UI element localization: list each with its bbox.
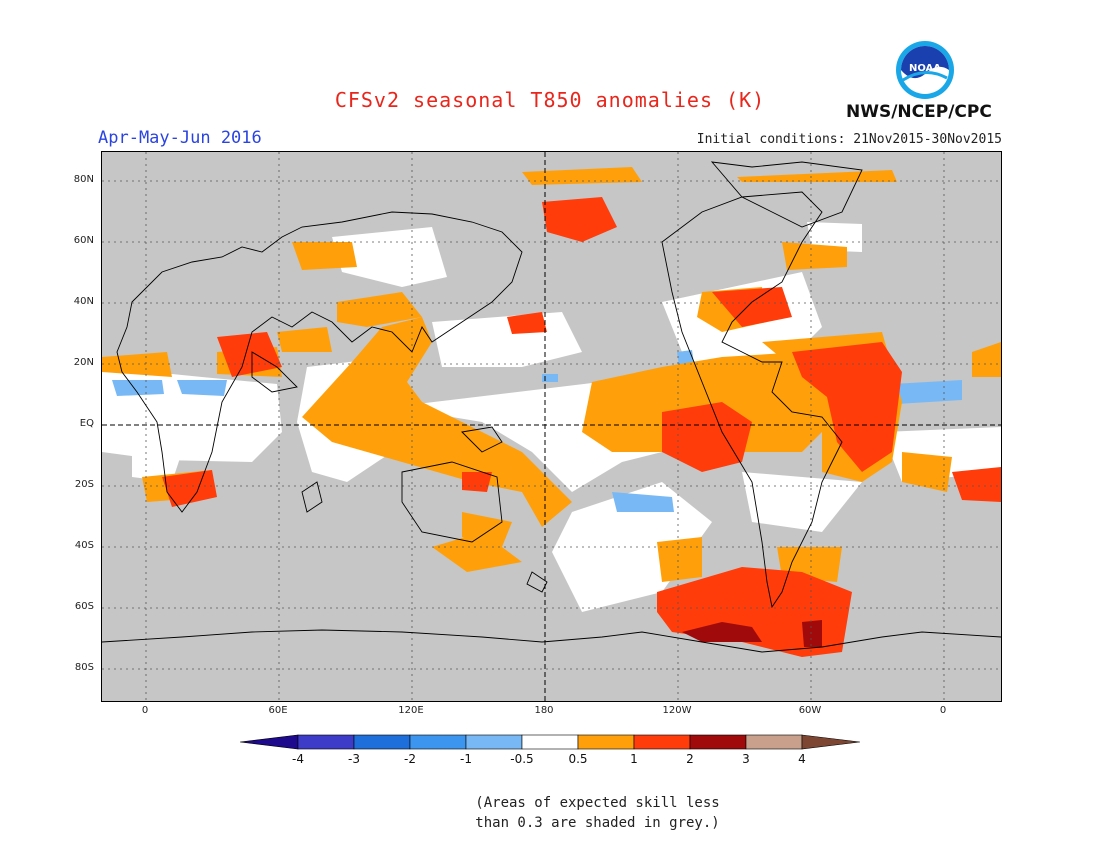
anomaly-map <box>101 151 1002 702</box>
colorbar-label: 4 <box>782 752 822 766</box>
lat-label-80n: 80N <box>58 174 94 185</box>
colorbar-bin <box>746 735 802 749</box>
colorbar <box>240 733 860 751</box>
lat-label-80s: 80S <box>58 662 94 673</box>
lat-label-60s: 60S <box>58 601 94 612</box>
skill-note-line-1: (Areas of expected skill less <box>0 793 1100 813</box>
agency-label: NWS/NCEP/CPC <box>846 102 992 122</box>
lat-label-eq: EQ <box>58 418 94 429</box>
colorbar-bin <box>354 735 410 749</box>
colorbar-bins <box>240 735 860 749</box>
colorbar-label: -4 <box>278 752 318 766</box>
colorbar-label: 2 <box>670 752 710 766</box>
lon-label-120w: 120W <box>657 705 697 716</box>
colorbar-label: -0.5 <box>502 752 542 766</box>
colorbar-label: -3 <box>334 752 374 766</box>
skill-note-line-2: than 0.3 are shaded in grey.) <box>0 813 1100 833</box>
colorbar-bin <box>466 735 522 749</box>
colorbar-label: 1 <box>614 752 654 766</box>
lat-label-40s: 40S <box>58 540 94 551</box>
lon-label-120e: 120E <box>391 705 431 716</box>
season-label: Apr-May-Jun 2016 <box>98 128 262 148</box>
lon-label-180: 180 <box>524 705 564 716</box>
colorbar-label: -1 <box>446 752 486 766</box>
colorbar-bin <box>298 735 354 749</box>
colorbar-label: 3 <box>726 752 766 766</box>
lon-label-60w: 60W <box>790 705 830 716</box>
colorbar-label: 0.5 <box>558 752 598 766</box>
colorbar-bin <box>634 735 690 749</box>
initial-conditions-label: Initial conditions: 21Nov2015-30Nov2015 <box>697 132 1002 147</box>
map-canvas <box>102 152 1001 701</box>
colorbar-bin <box>802 735 860 749</box>
lat-label-20s: 20S <box>58 479 94 490</box>
colorbar-bin <box>410 735 466 749</box>
colorbar-bin <box>240 735 298 749</box>
lon-label-0-east: 0 <box>923 705 963 716</box>
colorbar-bin <box>690 735 746 749</box>
skill-note: (Areas of expected skill less than 0.3 a… <box>0 793 1100 833</box>
noaa-logo: NOAA <box>895 40 955 100</box>
lat-label-60n: 60N <box>58 235 94 246</box>
noaa-logo-text: NOAA <box>909 63 941 74</box>
colorbar-label: -2 <box>390 752 430 766</box>
lon-label-0: 0 <box>125 705 165 716</box>
colorbar-bin <box>522 735 578 749</box>
lon-label-60e: 60E <box>258 705 298 716</box>
lat-label-20n: 20N <box>58 357 94 368</box>
lat-label-40n: 40N <box>58 296 94 307</box>
colorbar-bin <box>578 735 634 749</box>
